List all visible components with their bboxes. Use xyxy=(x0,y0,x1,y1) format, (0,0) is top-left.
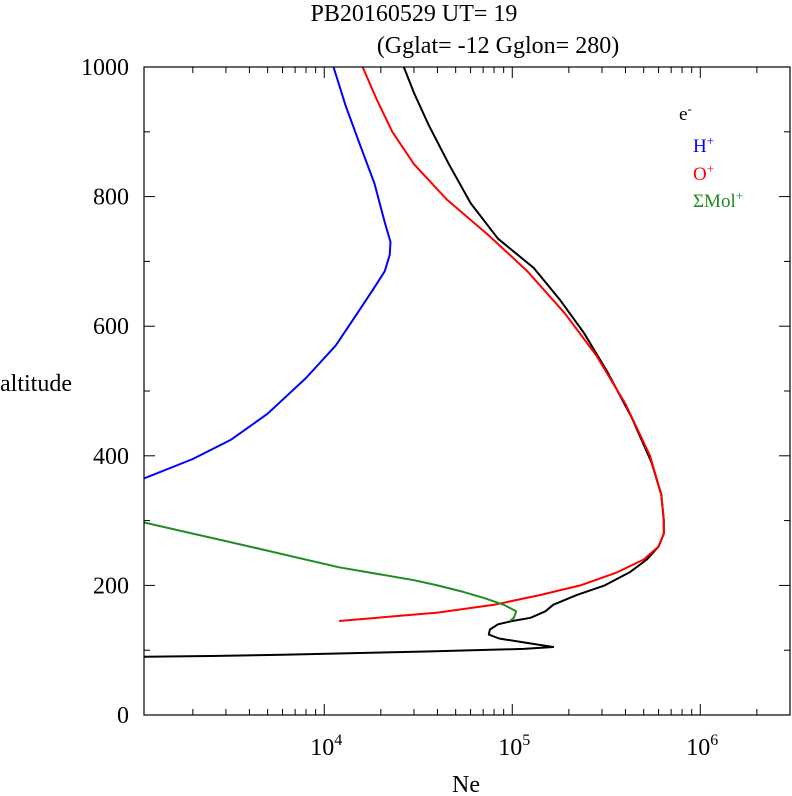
x-tick-label: 104 xyxy=(310,732,342,761)
legend-entry: e- xyxy=(679,101,692,125)
y-tick-labels: 0 200 400 600 800 1000 xyxy=(81,55,129,729)
y-tick-label: 1000 xyxy=(81,55,129,81)
y-tick-label: 800 xyxy=(93,185,129,211)
y-tick-label: 600 xyxy=(93,314,129,340)
series-layer xyxy=(144,67,665,658)
x-tick-label: 106 xyxy=(686,732,718,761)
legend-entry: H+ xyxy=(693,133,714,157)
legend-entry: O+ xyxy=(693,161,714,185)
x-tick-labels: 104 105 106 xyxy=(310,732,718,761)
y-tick-label: 400 xyxy=(93,444,129,470)
chart-title: PB20160529 UT= 19 xyxy=(311,1,518,27)
chart-subtitle: (Gglat= -12 Gglon= 280) xyxy=(377,33,619,59)
legend-entry: ΣMol+ xyxy=(693,188,743,212)
series-line-1 xyxy=(144,67,392,480)
series-line-0 xyxy=(144,67,665,658)
x-tick-label: 105 xyxy=(498,732,530,761)
legend: e-H+ O+ ΣMol+ xyxy=(679,101,743,212)
series-line-3 xyxy=(144,521,518,622)
series-line-2 xyxy=(339,67,665,622)
y-tick-label: 200 xyxy=(93,573,129,599)
x-axis-label: Ne xyxy=(452,772,480,796)
y-tick-label: 0 xyxy=(117,703,129,729)
tick-marks xyxy=(144,66,791,716)
y-axis-label: altitude xyxy=(0,371,72,397)
